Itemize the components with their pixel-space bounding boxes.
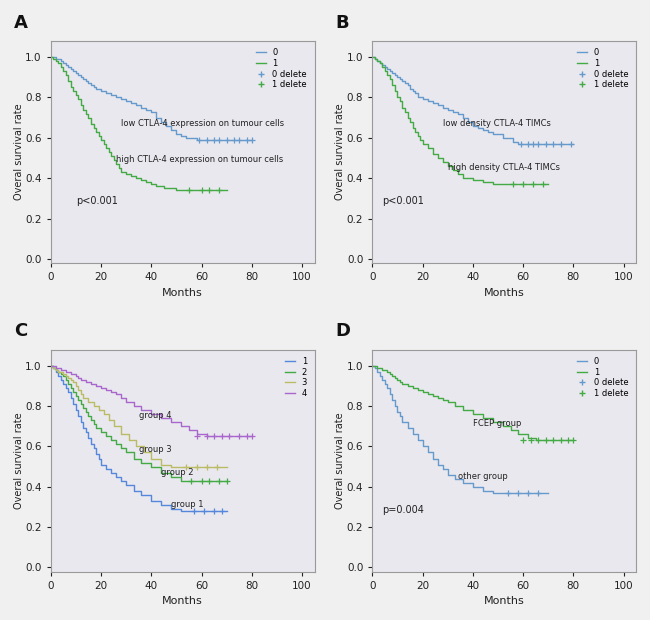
Text: low CTLA-4 expression on tumour cells: low CTLA-4 expression on tumour cells <box>121 118 284 128</box>
Text: high density CTLA-4 TIMCs: high density CTLA-4 TIMCs <box>448 163 560 172</box>
Text: group 2: group 2 <box>161 467 194 477</box>
Y-axis label: Overal survival rate: Overal survival rate <box>335 412 345 509</box>
X-axis label: Months: Months <box>162 596 203 606</box>
Y-axis label: Overal survival rate: Overal survival rate <box>335 104 345 200</box>
Text: other group: other group <box>458 472 508 480</box>
Legend: 0, 1, 0 delete, 1 delete: 0, 1, 0 delete, 1 delete <box>252 45 311 93</box>
Text: low density CTLA-4 TIMCs: low density CTLA-4 TIMCs <box>443 118 551 128</box>
Text: group 1: group 1 <box>172 500 204 509</box>
Legend: 0, 1, 0 delete, 1 delete: 0, 1, 0 delete, 1 delete <box>574 353 632 401</box>
Text: FCEP group: FCEP group <box>473 419 521 428</box>
Text: A: A <box>14 14 28 32</box>
Text: group 4: group 4 <box>138 411 171 420</box>
X-axis label: Months: Months <box>162 288 203 298</box>
X-axis label: Months: Months <box>484 288 525 298</box>
Text: D: D <box>335 322 350 340</box>
Text: p=0.004: p=0.004 <box>382 505 424 515</box>
Text: p<0.001: p<0.001 <box>76 197 118 206</box>
Text: p<0.001: p<0.001 <box>382 197 424 206</box>
Text: C: C <box>14 322 27 340</box>
Text: high CTLA-4 expression on tumour cells: high CTLA-4 expression on tumour cells <box>116 155 283 164</box>
Y-axis label: Overal survival rate: Overal survival rate <box>14 412 24 509</box>
Legend: 0, 1, 0 delete, 1 delete: 0, 1, 0 delete, 1 delete <box>574 45 632 93</box>
Text: B: B <box>335 14 349 32</box>
X-axis label: Months: Months <box>484 596 525 606</box>
Legend: 1, 2, 3, 4: 1, 2, 3, 4 <box>281 353 311 401</box>
Text: group 3: group 3 <box>138 445 172 454</box>
Y-axis label: Overal survival rate: Overal survival rate <box>14 104 24 200</box>
